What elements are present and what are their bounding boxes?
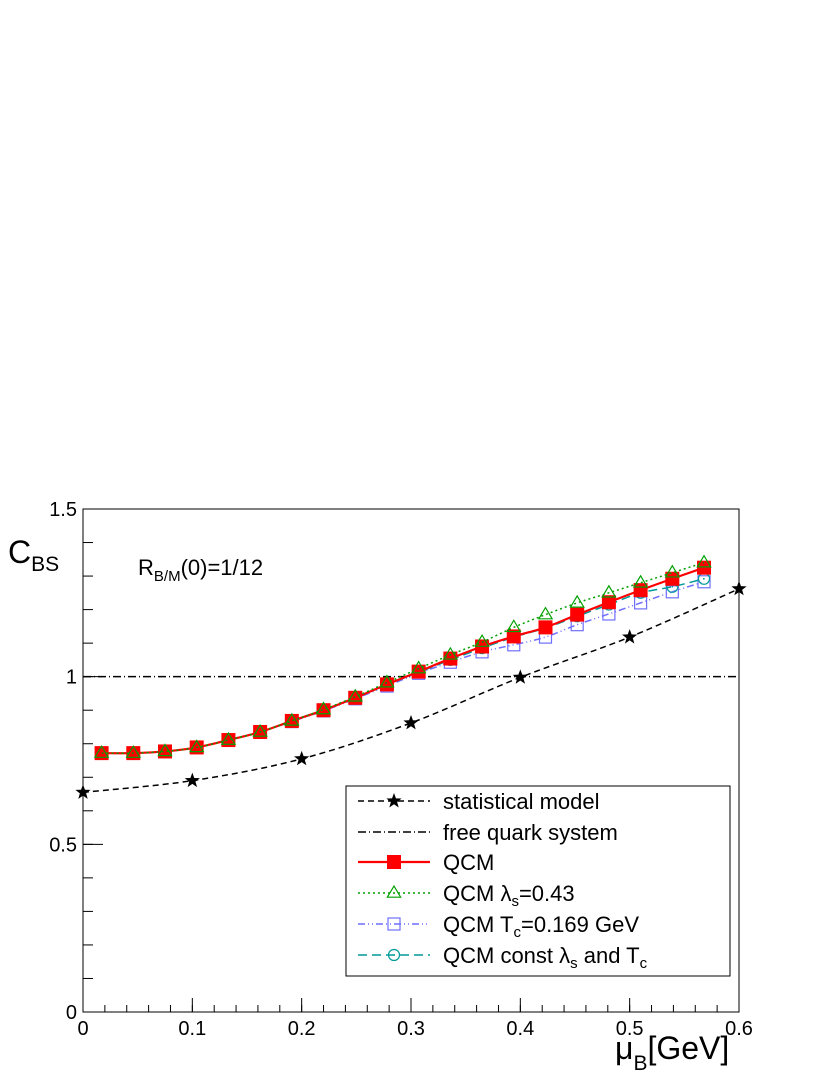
data-point-qcm bbox=[506, 629, 521, 644]
data-point-qcm-s-0-43 bbox=[696, 554, 712, 568]
legend-entry-qcm-lambda: QCM λs=0.43 bbox=[443, 881, 575, 910]
legend: statistical model free quark system QCM … bbox=[345, 785, 731, 977]
legend-entry-qcm-tc-sub: c bbox=[513, 924, 521, 941]
x-tick-label: 0.1 bbox=[178, 1018, 206, 1040]
data-point-qcm bbox=[570, 607, 585, 622]
data-point-qcm-s-0-43 bbox=[601, 584, 617, 598]
legend-box bbox=[345, 785, 731, 977]
data-point-qcm-s-0-43 bbox=[664, 564, 681, 578]
legend-entry-qcm-const: QCM const λs and Tc bbox=[443, 943, 648, 972]
y-tick-label: 0.5 bbox=[49, 834, 77, 856]
x-tick-label: 0 bbox=[77, 1018, 88, 1040]
legend-marker-qcm-s-0-43 bbox=[386, 884, 402, 898]
data-point-qcm-s-0-43 bbox=[315, 701, 332, 715]
legend-entry-qcm: QCM bbox=[443, 850, 494, 875]
plot-area bbox=[75, 554, 747, 799]
data-point-qcm-s-0-43 bbox=[347, 688, 363, 702]
legend-marker-qcm bbox=[387, 855, 401, 869]
series-line-statistical-model bbox=[82, 588, 740, 794]
data-point-statistical-model bbox=[184, 772, 200, 788]
x-axis-title-sub: B bbox=[633, 1052, 647, 1075]
x-tick-label: 0.4 bbox=[506, 1018, 534, 1040]
legend-entry-qcm-const-mid: and T bbox=[578, 943, 640, 968]
ratio-annotation-tail: (0)=1/12 bbox=[181, 555, 264, 580]
data-point-qcm-s-0-43 bbox=[569, 594, 585, 608]
data-point-qcm-s-0-43 bbox=[157, 743, 173, 757]
data-point-qcm bbox=[601, 595, 616, 610]
data-point-statistical-model bbox=[403, 714, 419, 730]
y-tick-label: 0 bbox=[66, 1002, 77, 1024]
y-axis-title: CBS bbox=[8, 534, 59, 576]
data-point-qcm-s-0-43 bbox=[537, 606, 554, 620]
series-line-qcm-tc-0-169-gev bbox=[101, 581, 705, 754]
x-tick-label: 0.3 bbox=[397, 1018, 425, 1040]
x-tick-label: 0.6 bbox=[725, 1018, 753, 1040]
legend-entry-qcm-const-sub2: c bbox=[640, 955, 648, 972]
data-point-qcm bbox=[158, 744, 172, 759]
data-point-qcm-s-0-43 bbox=[379, 674, 395, 688]
legend-marker-qcm-const-s-and-tc bbox=[387, 948, 401, 962]
legend-entry-qcm-tc: QCM Tc=0.169 GeV bbox=[443, 912, 639, 941]
series-qcm-const-s-and-tc bbox=[95, 572, 711, 760]
data-point-qcm-s-0-43 bbox=[474, 633, 490, 647]
legend-marker-qcm-tc-0-169-gev bbox=[387, 917, 401, 931]
legend-entry-statistical-model: statistical model bbox=[443, 789, 600, 814]
y-tick-label: 1 bbox=[66, 667, 77, 689]
legend-marker-statistical-model bbox=[386, 793, 402, 808]
data-point-qcm-const-s-and-tc-center bbox=[703, 577, 705, 580]
legend-entry-qcm-lambda-post: =0.43 bbox=[519, 881, 575, 906]
x-axis-title-main: μ bbox=[615, 1030, 633, 1066]
x-axis-title: μB[GeV] bbox=[615, 1030, 729, 1075]
data-point-qcm-tc-0-169-gev bbox=[697, 575, 711, 589]
y-axis-title-main: C bbox=[8, 534, 31, 570]
axes: 0 0.1 0.2 0.3 0.4 0.5 0.6 0 0.5 1 1.5 bbox=[49, 499, 753, 1040]
legend-entry-qcm-tc-post: =0.169 GeV bbox=[521, 912, 639, 937]
series-statistical-model bbox=[75, 580, 747, 799]
data-point-qcm-tc-0-169-gev bbox=[665, 585, 679, 599]
data-point-qcm bbox=[284, 713, 299, 728]
data-point-qcm-s-0-43 bbox=[252, 723, 268, 737]
data-point-qcm-s-0-43 bbox=[125, 744, 141, 758]
data-point-statistical-model bbox=[622, 629, 638, 644]
y-tick-label: 1.5 bbox=[49, 499, 77, 521]
data-point-statistical-model bbox=[512, 669, 528, 684]
data-point-qcm-s-0-43 bbox=[93, 744, 110, 758]
series-qcm bbox=[94, 560, 712, 761]
x-axis-title-tail: [GeV] bbox=[647, 1030, 729, 1066]
y-axis-title-sub: BS bbox=[31, 553, 59, 576]
legend-entry-qcm-const-sub: s bbox=[570, 955, 578, 972]
x-tick-label: 0.2 bbox=[288, 1018, 316, 1040]
data-point-qcm-s-0-43 bbox=[442, 646, 459, 660]
ratio-annotation-main: R bbox=[138, 555, 154, 580]
data-point-qcm-s-0-43 bbox=[632, 574, 649, 588]
data-point-qcm-s-0-43 bbox=[410, 660, 427, 674]
ratio-annotation: RB/M(0)=1/12 bbox=[138, 555, 263, 585]
data-point-qcm bbox=[538, 620, 553, 635]
data-point-qcm bbox=[221, 733, 236, 748]
legend-entry-qcm-lambda-pre: QCM λ bbox=[443, 881, 511, 906]
data-point-statistical-model bbox=[294, 750, 310, 766]
data-point-qcm-s-0-43 bbox=[506, 619, 522, 633]
data-point-qcm-s-0-43 bbox=[220, 731, 237, 745]
data-point-qcm-const-s-and-tc-center bbox=[671, 585, 674, 588]
legend-entry-qcm-lambda-sub: s bbox=[511, 893, 519, 910]
series-qcm-s-0-43 bbox=[93, 554, 712, 758]
ratio-annotation-sub: B/M bbox=[154, 568, 181, 585]
data-point-qcm-s-0-43 bbox=[189, 739, 205, 753]
series-qcm-tc-0-169-gev bbox=[94, 575, 711, 760]
data-point-qcm bbox=[697, 560, 712, 575]
legend-entry-free-quark-system: free quark system bbox=[443, 820, 618, 845]
data-point-qcm bbox=[665, 571, 680, 586]
x-tick-label: 0.5 bbox=[616, 1018, 644, 1040]
legend-marker-qcm-const-s-and-tc-center bbox=[393, 954, 395, 956]
data-point-qcm-s-0-43 bbox=[284, 712, 300, 726]
legend-entry-qcm-tc-pre: QCM T bbox=[443, 912, 513, 937]
data-point-qcm bbox=[633, 583, 648, 598]
series-line-qcm-s-0-43 bbox=[101, 561, 705, 754]
legend-samples bbox=[358, 793, 430, 962]
legend-entry-qcm-const-pre: QCM const λ bbox=[443, 943, 570, 968]
